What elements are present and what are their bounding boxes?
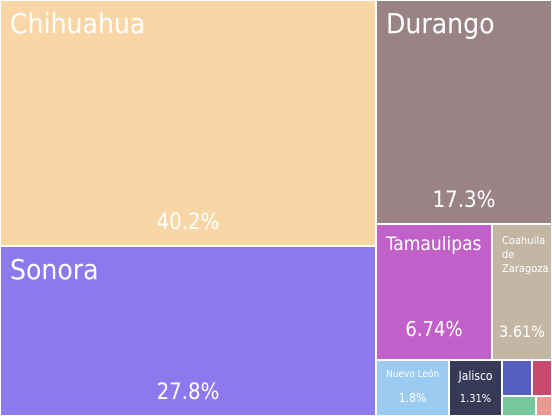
tile-tamaulipas: Tamaulipas 6.74%: [376, 224, 492, 360]
tile-label-jalisco: Jalisco: [458, 369, 493, 383]
tile-label-sonora: Sonora: [10, 253, 99, 286]
tile-other-pink: [532, 360, 552, 396]
tile-chihuahua: Chihuahua 40.2%: [0, 0, 376, 246]
tile-value-coahuila: 3.61%: [499, 322, 545, 341]
tile-label-tamaulipas: Tamaulipas: [386, 233, 482, 255]
tile-label-durango: Durango: [386, 7, 495, 40]
tile-other-salmon: [536, 396, 552, 416]
tile-value-sonora: 27.8%: [156, 380, 220, 405]
tile-other-blue: [502, 360, 532, 396]
tile-sonora: Sonora 27.8%: [0, 246, 376, 416]
tile-other-green: [502, 396, 536, 416]
tile-nuevo-leon: Nuevo León 1.8%: [376, 360, 449, 416]
tile-durango: Durango 17.3%: [376, 0, 552, 224]
tile-value-nuevo-leon: 1.8%: [398, 391, 427, 405]
tile-jalisco: Jalisco 1.31%: [449, 360, 502, 416]
tile-value-durango: 17.3%: [432, 188, 496, 213]
tile-value-chihuahua: 40.2%: [156, 210, 220, 235]
tile-label-nuevo-leon: Nuevo León: [386, 369, 440, 380]
tile-label-chihuahua: Chihuahua: [10, 7, 146, 40]
tile-value-tamaulipas: 6.74%: [405, 317, 463, 341]
tile-value-jalisco: 1.31%: [459, 392, 492, 405]
tile-label-coahuila: Coahuila de Zaragoza: [502, 234, 549, 275]
tile-coahuila: Coahuila de Zaragoza 3.61%: [492, 224, 552, 360]
